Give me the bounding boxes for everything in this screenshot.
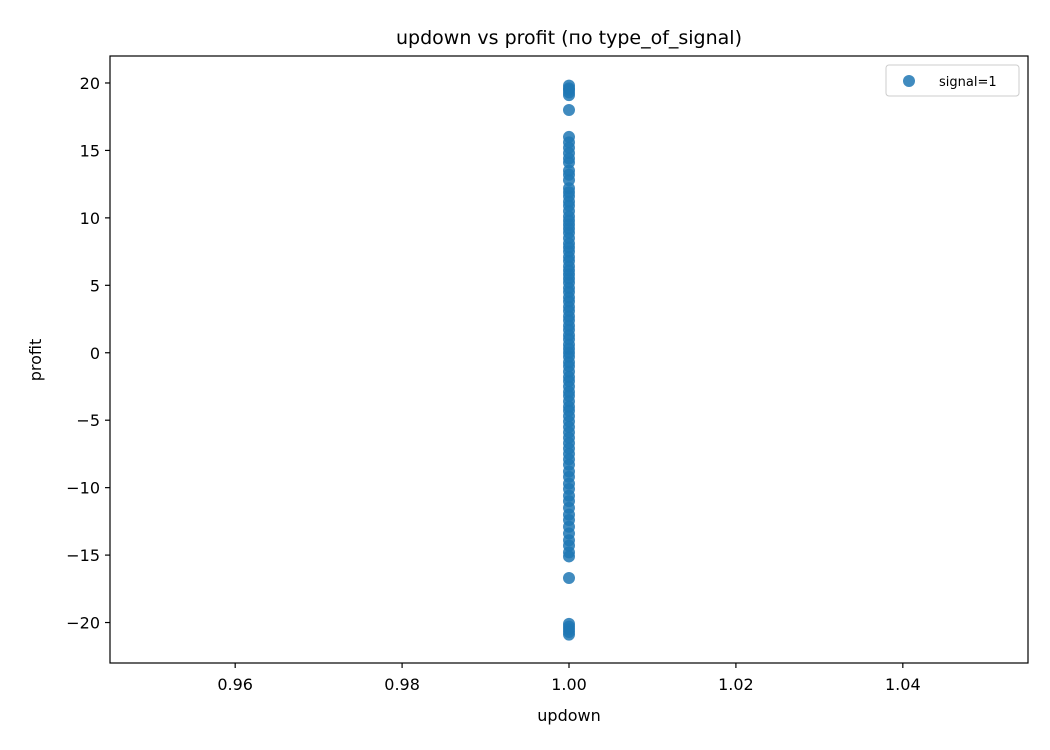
- x-tick-label: 0.96: [217, 675, 253, 694]
- x-tick-label: 1.04: [885, 675, 921, 694]
- chart-title: updown vs profit (по type_of_signal): [396, 27, 742, 49]
- y-tick-label: −5: [76, 411, 100, 430]
- legend: signal=1: [885, 64, 1020, 97]
- y-tick-label: 20: [80, 74, 100, 93]
- y-tick-label: 10: [80, 209, 100, 228]
- y-tick-label: −15: [66, 546, 100, 565]
- x-tick-label: 1.00: [551, 675, 587, 694]
- plot-frame: [109, 55, 1029, 664]
- legend-marker: [903, 75, 915, 87]
- y-axis-label: profit: [26, 339, 45, 382]
- data-point: [563, 89, 575, 102]
- legend-label: signal=1: [939, 75, 997, 90]
- data-point: [563, 628, 575, 641]
- data-point: [563, 550, 575, 563]
- y-axis-ticks: 20 15 10 5 0 −5 −10 −15 −20: [66, 74, 110, 633]
- x-tick-label: 1.02: [718, 675, 754, 694]
- y-tick-label: −20: [66, 614, 100, 633]
- data-point: [563, 103, 575, 116]
- legend-box: [885, 64, 1020, 97]
- x-axis-ticks: 0.96 0.98 1.00 1.02 1.04: [217, 663, 921, 694]
- y-tick-label: 0: [90, 344, 100, 363]
- data-points: [563, 79, 575, 641]
- y-tick-label: −10: [66, 479, 100, 498]
- y-tick-label: 5: [90, 276, 100, 295]
- data-point: [563, 572, 575, 585]
- x-tick-label: 0.98: [384, 675, 420, 694]
- y-tick-label: 15: [80, 141, 100, 160]
- x-axis-label: updown: [537, 706, 600, 725]
